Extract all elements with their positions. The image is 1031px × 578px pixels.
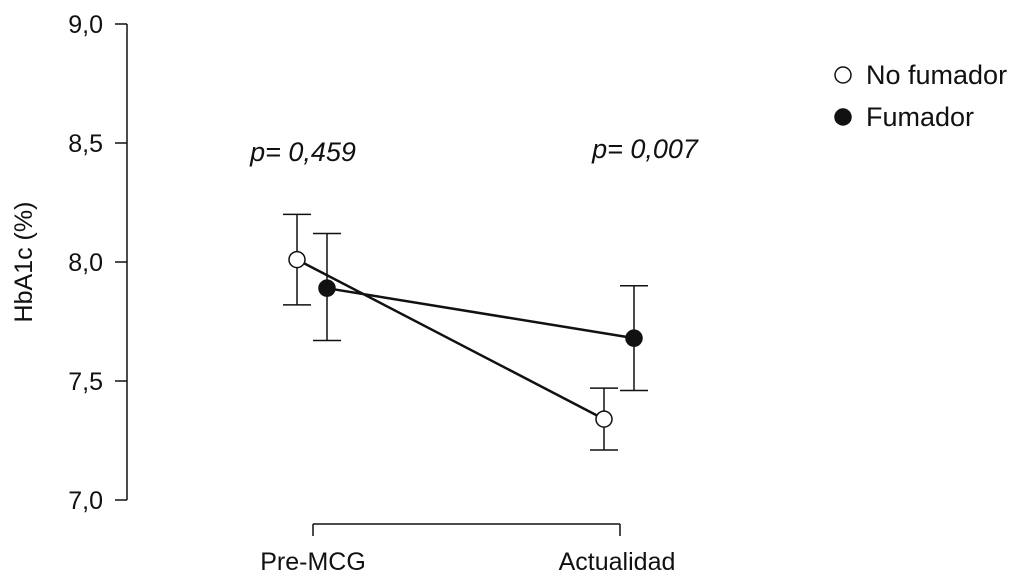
p-value-actualidad: p= 0,007: [591, 134, 699, 164]
x-axis: [312, 523, 621, 536]
point-no-fumador-1: [595, 410, 613, 428]
legend-label-fumador: Fumador: [866, 102, 974, 132]
series-line-fumador: [326, 286, 635, 340]
y-tick-label-1: 7,5: [68, 368, 103, 396]
point-no-fumador-0: [288, 250, 306, 269]
legend-marker-no-fumador: [834, 66, 852, 84]
y-tick-label-3: 8,5: [68, 130, 103, 158]
legend-label-no-fumador: No fumador: [866, 60, 1007, 90]
p-value-pre-mcg: p= 0,459: [249, 137, 356, 167]
series-line-no-fumador: [296, 258, 605, 421]
x-tick-label-pre-mcg: Pre-MCG: [260, 548, 366, 576]
legend-marker-fumador: [834, 108, 852, 126]
y-axis: 7,0 7,5 8,0 8,5 9,0: [68, 11, 128, 515]
x-tick-label-actualidad: Actualidad: [559, 548, 676, 576]
y-axis-title: HbA1c (%): [10, 202, 38, 323]
y-tick-label-2: 8,0: [68, 249, 103, 277]
y-tick-label-0: 7,0: [68, 487, 103, 515]
plot-area: [283, 213, 648, 451]
legend: No fumador Fumador: [834, 60, 1007, 132]
point-fumador-1: [625, 329, 643, 347]
point-fumador-0: [318, 279, 336, 297]
y-tick-label-4: 9,0: [68, 11, 103, 39]
